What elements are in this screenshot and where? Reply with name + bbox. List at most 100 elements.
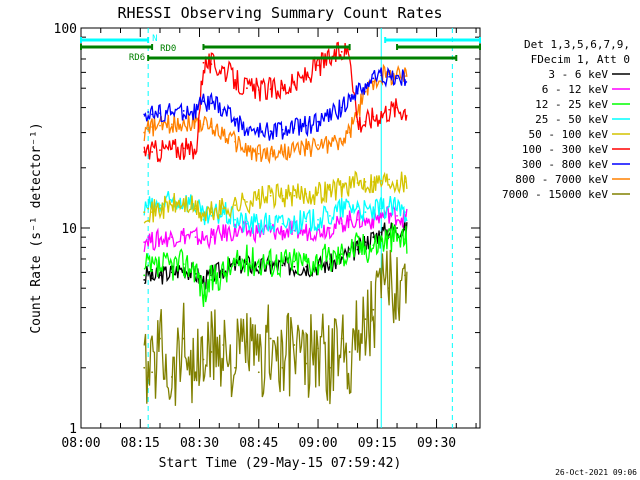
data-point xyxy=(151,151,154,153)
data-point xyxy=(380,240,383,243)
data-point xyxy=(317,259,319,262)
data-point xyxy=(388,108,391,111)
data-point xyxy=(364,318,367,321)
data-point xyxy=(305,147,308,150)
data-point xyxy=(210,102,213,105)
data-point xyxy=(246,230,248,233)
data-point xyxy=(356,218,359,221)
data-point xyxy=(246,149,248,152)
data-point xyxy=(210,126,213,128)
data-point xyxy=(257,89,260,91)
data-point xyxy=(281,194,284,197)
data-point xyxy=(317,218,319,221)
data-point xyxy=(222,232,225,235)
data-point xyxy=(257,152,260,155)
data-point xyxy=(159,274,161,277)
data-point xyxy=(348,351,351,353)
data-point xyxy=(194,236,197,239)
data-point xyxy=(305,193,308,195)
data-point xyxy=(281,264,284,267)
x-tick-label: 09:00 xyxy=(298,436,337,451)
data-point xyxy=(293,194,296,197)
data-point xyxy=(151,211,154,214)
data-point xyxy=(194,265,197,268)
data-point xyxy=(380,74,383,77)
data-point xyxy=(143,113,146,116)
data-point xyxy=(246,259,248,262)
data-point xyxy=(281,222,284,225)
data-point xyxy=(317,64,319,67)
legend-label: 100 - 300 keV xyxy=(522,143,608,156)
data-point xyxy=(170,264,173,267)
data-point xyxy=(348,131,351,134)
data-point xyxy=(159,207,161,210)
legend-header: Det 1,3,5,6,7,9, xyxy=(524,38,630,51)
data-point xyxy=(147,236,150,239)
legend-label: 12 - 25 keV xyxy=(535,98,608,111)
data-point xyxy=(210,63,213,65)
data-point xyxy=(170,147,173,150)
data-point xyxy=(257,260,260,263)
x-tick-label: 08:45 xyxy=(239,436,278,451)
data-point xyxy=(234,264,236,267)
data-point xyxy=(356,120,359,123)
legend-label: 3 - 6 keV xyxy=(548,68,608,81)
data-point xyxy=(396,279,398,281)
data-point xyxy=(143,366,146,369)
data-point xyxy=(151,126,154,128)
x-tick-label: 08:15 xyxy=(121,436,160,451)
data-point xyxy=(372,244,375,247)
data-point xyxy=(404,274,406,277)
data-point xyxy=(372,115,375,118)
data-point xyxy=(388,205,391,208)
series-line xyxy=(143,41,408,164)
data-point xyxy=(281,128,284,131)
data-point xyxy=(194,371,197,374)
data-point xyxy=(340,140,343,143)
data-point xyxy=(340,258,343,260)
data-point xyxy=(356,248,359,251)
data-point xyxy=(202,100,205,103)
data-point xyxy=(222,211,225,214)
data-point xyxy=(159,149,161,152)
data-point xyxy=(151,113,154,116)
data-point xyxy=(305,265,308,268)
data-point xyxy=(269,88,272,90)
data-point xyxy=(348,248,351,251)
data-point xyxy=(202,61,205,64)
series-line xyxy=(143,205,408,252)
y-tick-label: 10 xyxy=(61,222,77,237)
data-point xyxy=(143,279,146,281)
data-point xyxy=(305,362,308,365)
data-point xyxy=(182,120,185,123)
data-point xyxy=(257,222,260,225)
data-point xyxy=(328,142,331,145)
data-point xyxy=(317,347,319,350)
data-point xyxy=(210,214,213,217)
series-line xyxy=(143,249,408,406)
data-point xyxy=(281,260,284,263)
data-point xyxy=(348,94,351,97)
data-point xyxy=(159,238,161,241)
data-point xyxy=(159,204,161,207)
data-point xyxy=(293,265,296,268)
data-point xyxy=(328,189,331,191)
y-tick-label: 100 xyxy=(54,22,77,37)
legend-label: 800 - 7000 keV xyxy=(515,173,608,186)
data-point xyxy=(380,179,383,182)
data-point xyxy=(372,181,375,183)
data-point xyxy=(147,271,150,274)
data-point xyxy=(293,83,296,86)
data-point xyxy=(388,287,391,290)
data-point xyxy=(396,227,398,229)
data-point xyxy=(202,123,205,126)
data-point xyxy=(356,244,359,247)
data-point xyxy=(147,207,150,210)
y-axis-label: Count Rate (s⁻¹ detector⁻¹) xyxy=(29,122,44,333)
data-point xyxy=(194,152,197,155)
data-point xyxy=(356,92,359,95)
data-point xyxy=(356,334,359,337)
legend-label: 50 - 100 keV xyxy=(529,128,609,141)
data-point xyxy=(281,87,284,90)
